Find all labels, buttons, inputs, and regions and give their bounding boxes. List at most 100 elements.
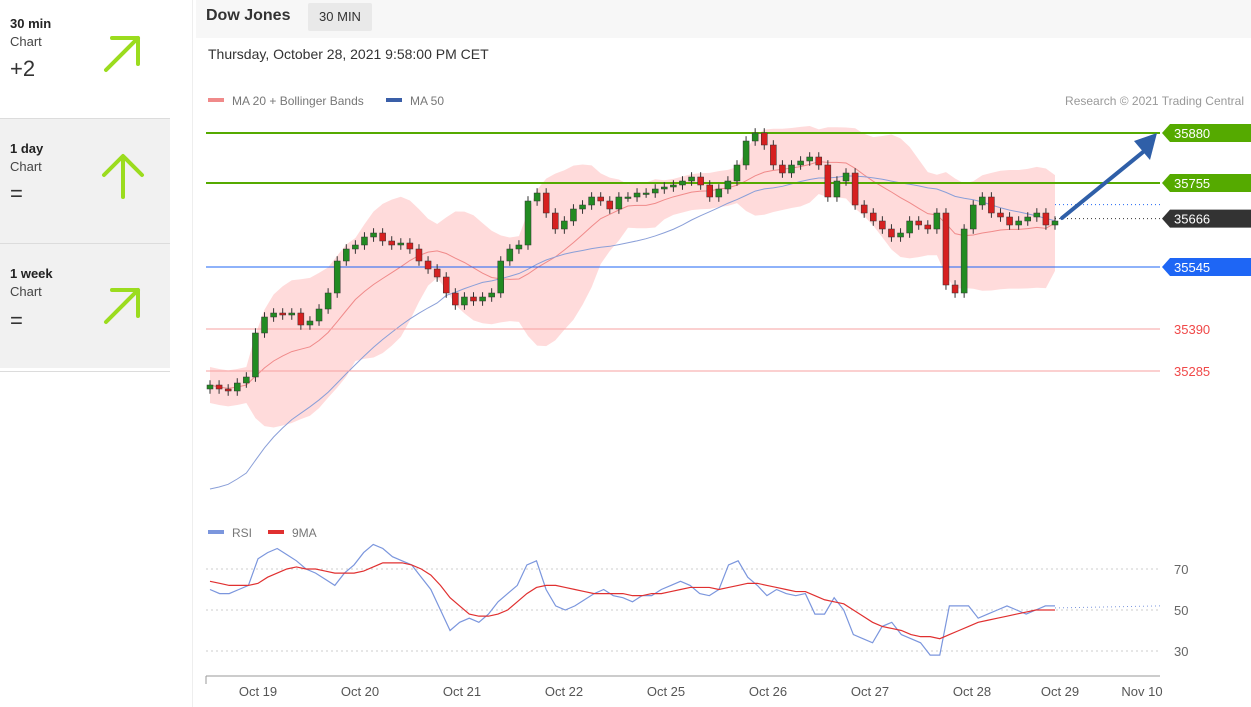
candle-body xyxy=(361,236,368,246)
candle-body xyxy=(824,164,832,198)
candle-body xyxy=(806,156,813,162)
candle-body xyxy=(924,224,932,230)
ma20-line xyxy=(209,161,1056,389)
candle-body xyxy=(1015,220,1022,226)
candle-body xyxy=(215,384,223,390)
rsi-legend-swatch xyxy=(208,530,224,534)
x-tick-label: Oct 28 xyxy=(953,684,991,699)
up-right-arrow-icon xyxy=(104,288,140,324)
candle-body xyxy=(760,132,768,146)
candle-body xyxy=(324,292,332,310)
candle-body xyxy=(815,156,823,166)
level-tag xyxy=(1162,174,1251,192)
candle-body xyxy=(488,292,495,298)
up-right-arrow-icon xyxy=(104,36,140,72)
timeframe-button[interactable]: 30 MIN xyxy=(308,3,372,31)
card-kind: Chart xyxy=(10,159,42,174)
rsi-legend-label: RSI xyxy=(232,526,252,540)
panel-divider xyxy=(192,0,193,707)
candle-body xyxy=(1051,220,1059,226)
candle-body xyxy=(224,388,232,392)
candle-body xyxy=(452,292,459,306)
signal-card-1day[interactable]: 1 day Chart = xyxy=(0,119,170,243)
candle-body xyxy=(270,312,277,318)
candle-body xyxy=(679,180,686,186)
card-divider xyxy=(0,118,170,119)
target-arrow-head-icon xyxy=(1134,133,1157,160)
level-tag xyxy=(1162,124,1251,142)
card-period: 30 min xyxy=(10,16,52,31)
candle-body xyxy=(1033,212,1041,218)
candle-body xyxy=(942,212,950,286)
x-tick-label: Oct 29 xyxy=(1041,684,1079,699)
candle-body xyxy=(206,384,214,390)
candle-body xyxy=(770,144,777,166)
level-label: 35880 xyxy=(1174,126,1210,141)
level-label: 35666 xyxy=(1174,212,1210,227)
candle-body xyxy=(642,192,650,195)
rsi-projection-line xyxy=(1054,605,1161,609)
candle-body xyxy=(379,232,386,242)
level-tag xyxy=(1162,258,1251,276)
instrument-title: Dow Jones xyxy=(206,7,291,24)
candle-body xyxy=(851,172,859,206)
candle-body xyxy=(797,160,804,166)
candle-body xyxy=(333,260,341,294)
candle-body xyxy=(497,260,505,294)
card-value: = xyxy=(10,181,23,206)
candle-body xyxy=(515,244,523,250)
x-tick-label: Oct 20 xyxy=(341,684,379,699)
candle-body xyxy=(915,220,922,226)
candle-body xyxy=(1024,216,1031,222)
candle-body xyxy=(397,242,405,246)
candle-body xyxy=(979,196,986,206)
research-credit: Research © 2021 Trading Central xyxy=(1065,94,1244,108)
rsi-tick-label: 70 xyxy=(1174,562,1188,577)
x-tick-label: Oct 22 xyxy=(545,684,583,699)
candle-body xyxy=(579,204,586,210)
candle-body xyxy=(951,284,959,294)
candle-body xyxy=(688,176,695,182)
ma50-legend-label: MA 50 xyxy=(410,94,444,108)
candle-body xyxy=(715,188,723,198)
ma20-legend-label: MA 20 + Bollinger Bands xyxy=(232,94,364,108)
signal-card-30min[interactable]: 30 min Chart +2 xyxy=(0,0,170,124)
ma9-legend-label: 9MA xyxy=(292,526,317,540)
candle-body xyxy=(279,312,286,316)
candle-body xyxy=(1042,212,1050,226)
candle-body xyxy=(833,180,841,198)
card-kind: Chart xyxy=(10,284,42,299)
candle-body xyxy=(552,212,559,230)
candle-body xyxy=(424,260,432,270)
candle-body xyxy=(906,220,913,234)
candle-body xyxy=(506,248,514,262)
candle-body xyxy=(306,320,314,326)
candle-body xyxy=(570,208,577,222)
candle-body xyxy=(388,240,395,246)
candle-body xyxy=(461,296,468,306)
candle-body xyxy=(697,176,704,186)
candle-body xyxy=(479,296,486,302)
candle-body xyxy=(370,232,377,238)
candle-body xyxy=(433,268,441,278)
candle-body xyxy=(606,200,614,210)
candle-body xyxy=(870,212,877,222)
candle-body xyxy=(933,212,941,230)
level-label: 35755 xyxy=(1174,176,1210,191)
candle-body xyxy=(343,248,350,262)
x-tick-label: Oct 19 xyxy=(239,684,277,699)
target-arrow-icon xyxy=(1060,146,1150,220)
x-tick-label: Nov 10 xyxy=(1121,684,1162,699)
x-tick-label: Oct 21 xyxy=(443,684,481,699)
candle-body xyxy=(597,196,604,202)
candle-body xyxy=(788,164,795,174)
candle-body xyxy=(733,164,741,182)
last-price-tag xyxy=(1162,209,1251,228)
candle-body xyxy=(243,376,250,384)
x-tick-label: Oct 26 xyxy=(749,684,787,699)
level-label: 35285 xyxy=(1174,364,1210,379)
ma50-line xyxy=(209,175,1056,490)
signal-card-1week[interactable]: 1 week Chart = xyxy=(0,244,170,368)
candle-body xyxy=(261,316,268,334)
